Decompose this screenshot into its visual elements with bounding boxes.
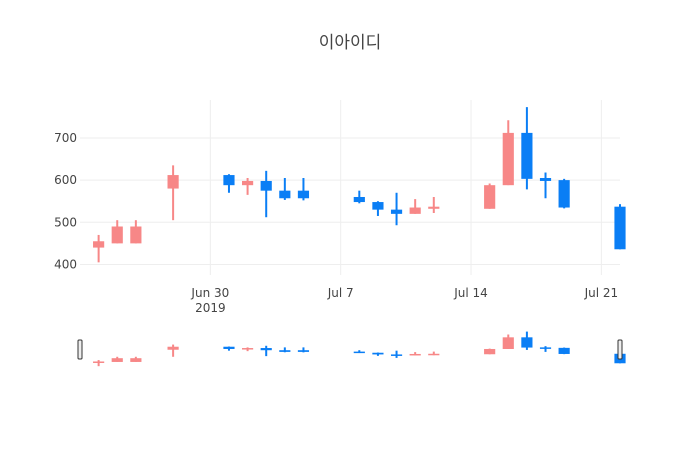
candle-body — [242, 180, 254, 186]
slider-candle-body — [409, 353, 421, 356]
candle-decreasing[interactable] — [614, 204, 626, 250]
x-tick-label: Jun 30 — [190, 286, 229, 300]
slider-candle-body — [372, 352, 384, 355]
candles[interactable] — [93, 107, 626, 263]
slider-candle — [242, 347, 254, 352]
candle-increasing[interactable] — [242, 178, 254, 195]
candle-decreasing[interactable] — [521, 107, 533, 190]
candle-increasing[interactable] — [428, 196, 440, 214]
candle-body — [372, 202, 384, 210]
slider-candle — [279, 347, 291, 353]
candle-body — [353, 196, 365, 203]
y-tick-label: 600 — [54, 173, 77, 187]
chart-title: 이아이디 — [319, 33, 382, 53]
slider-candle-body — [111, 358, 123, 362]
y-tick-label: 500 — [54, 215, 77, 229]
y-tick-label: 400 — [54, 257, 77, 271]
candle-body — [111, 226, 123, 244]
slider-candle — [130, 356, 142, 362]
candle-body — [167, 175, 179, 189]
x-tick-label: Jul 14 — [453, 286, 488, 300]
slider-candle — [539, 346, 552, 352]
slider-candle-body — [539, 347, 552, 349]
candle-decreasing[interactable] — [279, 178, 291, 200]
slider-candle — [353, 350, 365, 354]
candle-body — [390, 209, 403, 214]
candle-decreasing[interactable] — [390, 192, 403, 226]
candle-body — [409, 207, 421, 214]
slider-candle-body — [428, 353, 440, 356]
slider-candle-body — [130, 358, 142, 362]
x-tick-label: Jul 7 — [327, 286, 354, 300]
candle-body — [297, 190, 310, 199]
candle-body — [614, 206, 626, 250]
slider-candle — [93, 360, 105, 367]
slider-candle — [297, 347, 310, 353]
slider-candle — [484, 348, 496, 355]
grid — [80, 100, 620, 275]
candle-body — [539, 178, 552, 181]
candle-body — [130, 226, 142, 244]
candle-body — [260, 180, 272, 191]
candle-decreasing[interactable] — [297, 178, 310, 201]
candle-increasing[interactable] — [502, 120, 514, 186]
candle-decreasing[interactable] — [260, 170, 272, 218]
y-tick-label: 700 — [54, 131, 77, 145]
y-axis: 400 500 600 700 — [54, 131, 77, 272]
slider-candle-body — [167, 346, 179, 350]
candle-increasing[interactable] — [409, 199, 421, 214]
slider-candle — [167, 344, 179, 357]
candle-body — [93, 241, 105, 248]
candle-body — [484, 185, 496, 209]
candle-increasing[interactable] — [167, 165, 179, 221]
slider-candle-body — [521, 337, 533, 348]
candle-increasing[interactable] — [93, 234, 105, 263]
range-slider-left-handle[interactable] — [77, 339, 83, 360]
slider-candle-body — [353, 351, 365, 354]
candle-body — [558, 180, 570, 208]
range-slider[interactable] — [77, 331, 626, 367]
x-tick-label: Jul 21 — [584, 286, 619, 300]
candle-body — [521, 132, 533, 179]
candle-decreasing[interactable] — [558, 178, 570, 209]
slider-candle-body — [223, 346, 235, 349]
candle-increasing[interactable] — [484, 183, 496, 209]
range-slider-right-handle[interactable] — [617, 339, 623, 360]
slider-candle-body — [242, 348, 254, 350]
slider-candle — [390, 350, 403, 358]
slider-candle — [502, 334, 514, 349]
slider-candle — [372, 352, 384, 356]
slider-candle-body — [502, 337, 514, 349]
slider-candle — [521, 331, 533, 350]
slider-candle-body — [390, 354, 403, 356]
candle-increasing[interactable] — [130, 220, 142, 244]
slider-candle — [409, 352, 421, 356]
slider-candle — [111, 356, 123, 362]
slider-candle-body — [484, 348, 496, 355]
candle-increasing[interactable] — [111, 220, 123, 244]
slider-candle-body — [93, 361, 105, 363]
slider-candle-body — [297, 350, 310, 352]
candle-decreasing[interactable] — [223, 174, 235, 193]
x-tick-year-label: 2019 — [195, 301, 226, 315]
slider-candle-body — [260, 348, 272, 351]
slider-candle-body — [558, 347, 570, 354]
slider-candle — [558, 347, 570, 355]
slider-candle — [428, 351, 440, 356]
slider-candle — [223, 346, 235, 351]
candle-body — [428, 206, 440, 209]
candle-body — [502, 132, 514, 186]
candle-body — [279, 190, 291, 199]
candle-decreasing[interactable] — [353, 190, 365, 204]
candle-body — [223, 175, 235, 186]
slider-candle — [260, 345, 272, 357]
candle-decreasing[interactable] — [372, 201, 384, 216]
slider-candle-body — [279, 350, 291, 352]
candle-decreasing[interactable] — [539, 172, 552, 199]
